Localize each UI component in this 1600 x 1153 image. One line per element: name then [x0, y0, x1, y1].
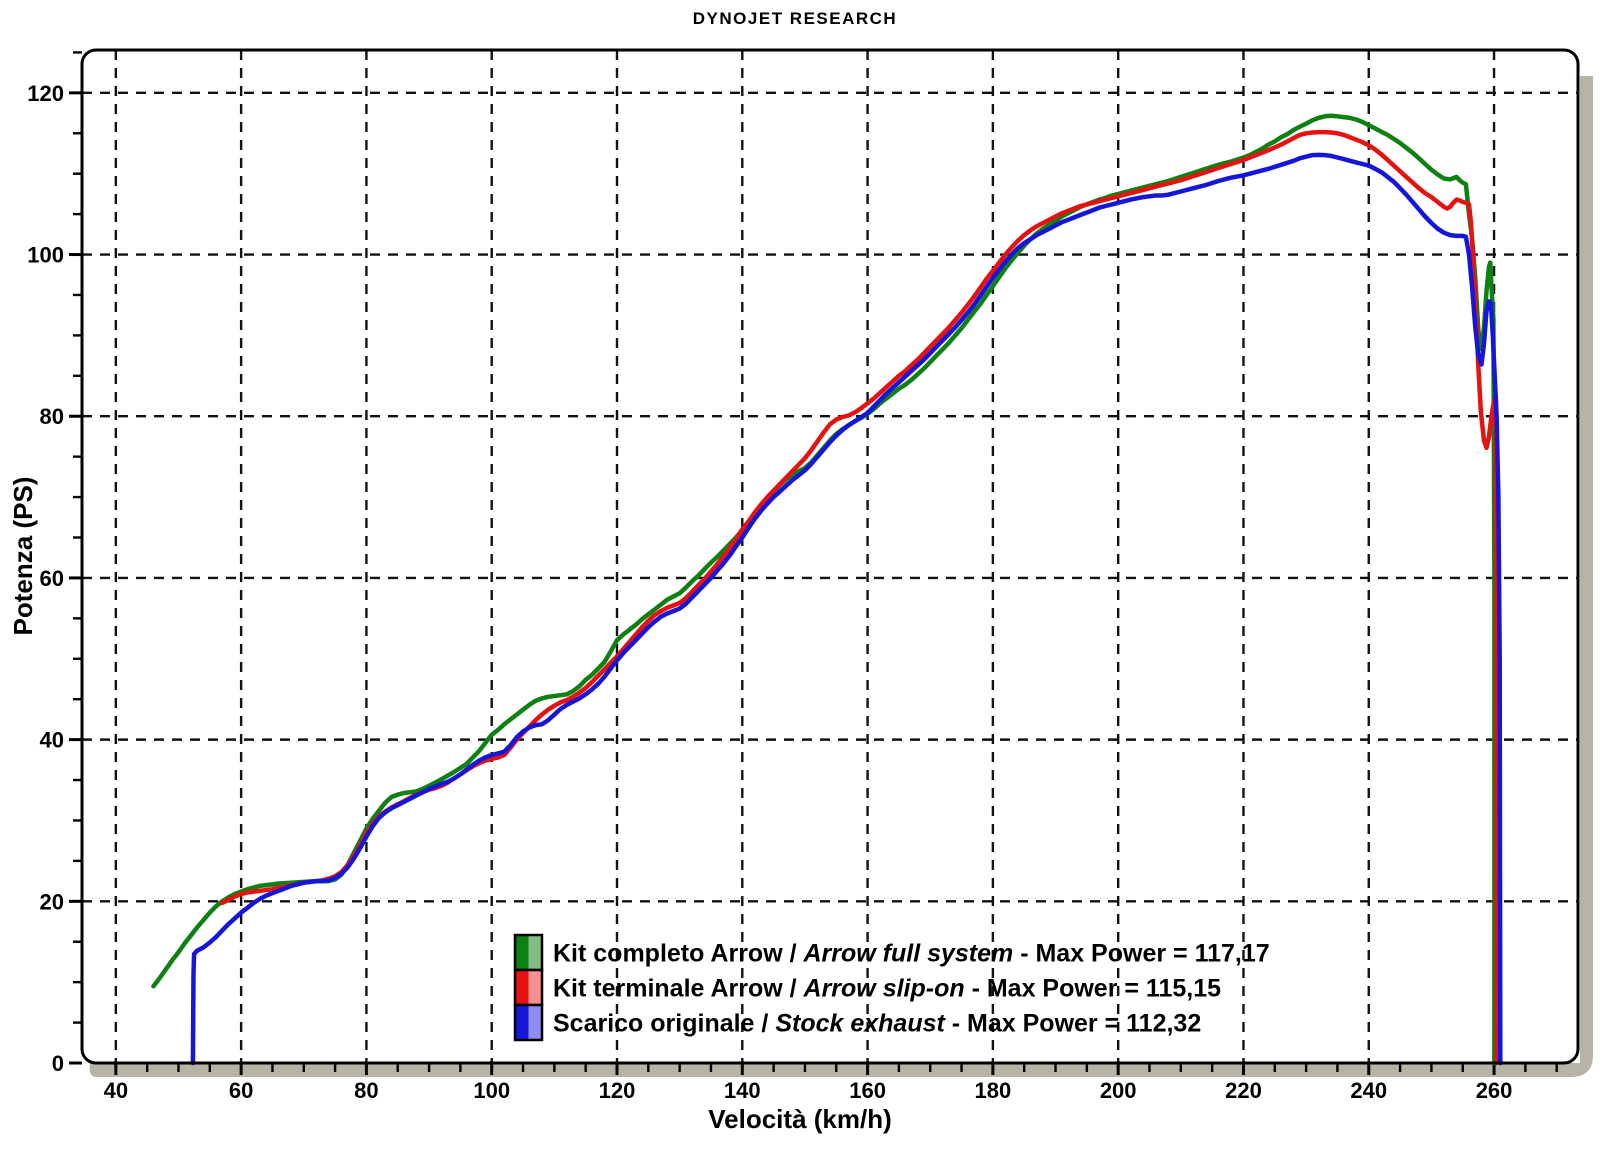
legend-swatch-light — [528, 1005, 542, 1040]
legend-label: Scarico originale / Stock exhaust - Max … — [553, 1010, 1201, 1038]
legend-max-power: - Max Power = 112,32 — [945, 1010, 1201, 1038]
x-tick-label: 100 — [473, 1078, 510, 1103]
y-tick-label: 0 — [52, 1051, 64, 1076]
x-tick-label: 140 — [724, 1078, 761, 1103]
legend-swatch-dark — [515, 970, 529, 1005]
x-tick-label: 160 — [849, 1078, 886, 1103]
y-tick-label: 100 — [27, 243, 64, 268]
legend-max-power: - Max Power = 117,17 — [1013, 940, 1269, 968]
legend-swatch-border — [513, 1003, 544, 1042]
y-tick-label: 60 — [40, 566, 64, 591]
x-axis-title: Velocità (km/h) — [708, 1104, 892, 1134]
y-tick-label: 80 — [40, 404, 64, 429]
legend-row: Scarico originale / Stock exhaust - Max … — [513, 1003, 1201, 1042]
legend-name-it: Kit terminale Arrow / — [553, 975, 804, 1003]
curve-stock-exhaust — [190, 152, 1503, 1066]
x-tick-label: 220 — [1225, 1078, 1262, 1103]
legend-label: Kit completo Arrow / Arrow full system -… — [553, 940, 1270, 968]
x-tick-label: 180 — [975, 1078, 1012, 1103]
x-tick-label: 260 — [1476, 1078, 1513, 1103]
tick-labels: 40 60 80 100 120 140 160 180 200 220 240 260 0 20 40 60… — [27, 81, 1512, 1103]
y-tick-label: 20 — [40, 889, 64, 914]
axis-ticks — [69, 51, 1558, 1075]
gridlines — [82, 50, 1578, 1063]
y-axis-title: Potenza (PS) — [8, 477, 38, 636]
legend-swatch-dark — [515, 1005, 529, 1040]
legend-name-en: Arrow slip-on — [803, 975, 965, 1003]
legend-max-power: - Max Power = 115,15 — [965, 975, 1221, 1003]
plot-frame — [80, 48, 1580, 1065]
legend-name-it: Scarico originale / — [553, 1010, 775, 1038]
legend-name-en: Arrow full system — [802, 940, 1013, 968]
legend-label: Kit terminale Arrow / Arrow slip-on - Ma… — [553, 975, 1221, 1003]
legend: Kit completo Arrow / Arrow full system -… — [513, 933, 1270, 1042]
legend-swatch-light — [528, 935, 542, 970]
chart-title: DYNOJET RESEARCH — [693, 9, 897, 28]
legend-name-it: Kit completo Arrow / — [553, 940, 803, 968]
series-curves — [151, 113, 1503, 1066]
x-tick-label: 80 — [354, 1078, 378, 1103]
legend-row: Kit terminale Arrow / Arrow slip-on - Ma… — [513, 968, 1221, 1007]
x-tick-label: 200 — [1100, 1078, 1137, 1103]
x-tick-label: 120 — [599, 1078, 636, 1103]
x-tick-label: 240 — [1350, 1078, 1387, 1103]
legend-swatch-light — [528, 970, 542, 1005]
plot-area — [82, 50, 1578, 1063]
legend-name-en: Stock exhaust — [775, 1010, 946, 1038]
legend-swatch-dark — [515, 935, 529, 970]
x-tick-label: 40 — [104, 1078, 128, 1103]
legend-row: Kit completo Arrow / Arrow full system -… — [513, 933, 1270, 972]
y-tick-label: 40 — [40, 728, 64, 753]
y-tick-label: 120 — [27, 81, 64, 106]
x-tick-label: 60 — [229, 1078, 253, 1103]
